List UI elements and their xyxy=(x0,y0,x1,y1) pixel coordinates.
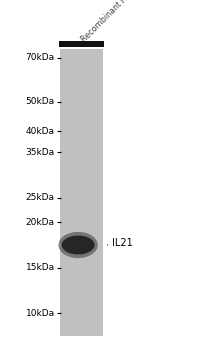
Text: Recombinant Human IL-21 Protein(10ng): Recombinant Human IL-21 Protein(10ng) xyxy=(79,0,199,44)
Text: 70kDa: 70kDa xyxy=(26,53,55,62)
Text: 40kDa: 40kDa xyxy=(26,127,55,136)
Text: 35kDa: 35kDa xyxy=(26,148,55,157)
Bar xyxy=(59,41,104,47)
Text: 25kDa: 25kDa xyxy=(26,193,55,202)
Ellipse shape xyxy=(62,236,95,254)
Bar xyxy=(60,49,103,336)
Text: 50kDa: 50kDa xyxy=(26,97,55,106)
Text: 15kDa: 15kDa xyxy=(26,263,55,272)
Text: 10kDa: 10kDa xyxy=(26,309,55,318)
Text: 20kDa: 20kDa xyxy=(26,218,55,227)
Text: IL21: IL21 xyxy=(112,238,133,248)
Ellipse shape xyxy=(58,232,98,258)
